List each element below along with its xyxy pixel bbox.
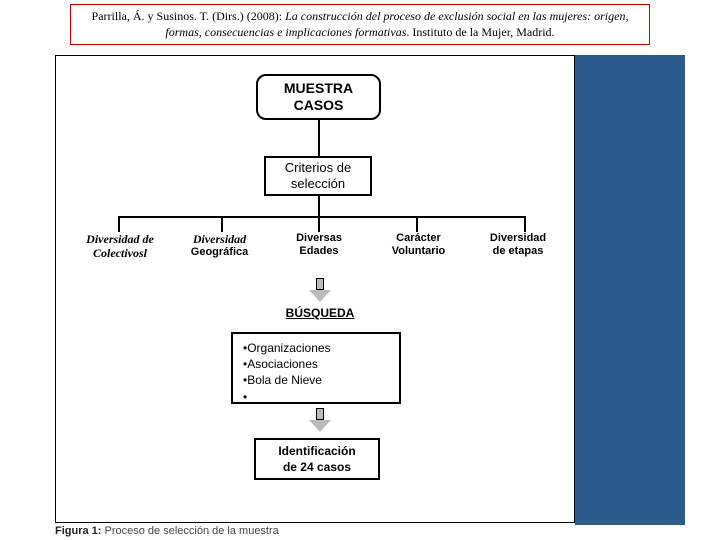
node-criterios: Criterios de selección xyxy=(264,156,372,196)
node-busqueda-list: •Organizaciones •Asociaciones •Bola de N… xyxy=(231,332,401,404)
criteria-caracter-voluntario: Carácter Voluntario xyxy=(373,232,465,272)
connector-branch xyxy=(118,218,120,232)
criteria-diversas-edades: Diversas Edades xyxy=(273,232,365,272)
caption-label: Figura 1: xyxy=(55,525,101,537)
node-identificacion: Identificación de 24 casos xyxy=(254,438,380,480)
list-item: •Organizaciones xyxy=(243,340,389,356)
down-arrow-icon xyxy=(309,408,331,432)
connector-branch xyxy=(524,218,526,232)
criteria-row: Diversidad de Colectivosl Diversidad Geo… xyxy=(74,232,564,272)
connector-vertical xyxy=(318,196,320,216)
list-item: •Bola de Nieve xyxy=(243,372,389,388)
citation-tail: . Instituto de la Mujer, Madrid. xyxy=(406,25,554,39)
slide-side-band xyxy=(575,55,685,525)
node-muestra-casos: MUESTRA CASOS xyxy=(256,74,381,120)
criteria-diversidad-etapas: Diversidad de etapas xyxy=(472,232,564,272)
down-arrow-icon xyxy=(309,278,331,302)
caption-text: Proceso de selección de la muestra xyxy=(101,525,278,537)
identif-line1: Identificación xyxy=(278,443,355,459)
connector-branch xyxy=(416,218,418,232)
criterios-line1: Criterios de xyxy=(285,160,351,176)
list-item: •Asociaciones xyxy=(243,356,389,372)
list-item: • xyxy=(243,389,389,405)
connector-horizontal xyxy=(118,216,526,218)
muestra-line1: MUESTRA xyxy=(284,80,353,97)
connector-vertical xyxy=(318,120,320,156)
citation-box: Parrilla, Á. y Susinos. T. (Dirs.) (2008… xyxy=(70,4,650,45)
connector-branch xyxy=(318,218,320,232)
identif-line2: de 24 casos xyxy=(283,459,351,475)
label-busqueda: BÚSQUEDA xyxy=(276,306,364,320)
diagram-frame: MUESTRA CASOS Criterios de selección Div… xyxy=(55,55,575,523)
figure-caption: Figura 1: Proceso de selección de la mue… xyxy=(55,525,279,537)
criteria-diversidad-geografica: Diversidad Geográfica xyxy=(174,232,266,272)
criterios-line2: selección xyxy=(291,176,345,192)
muestra-line2: CASOS xyxy=(294,97,344,114)
connector-branch xyxy=(221,218,223,232)
citation-authors: Parrilla, Á. y Susinos. T. (Dirs.) (2008… xyxy=(92,9,286,23)
criteria-diversidad-colectivos: Diversidad de Colectivosl xyxy=(74,232,166,272)
